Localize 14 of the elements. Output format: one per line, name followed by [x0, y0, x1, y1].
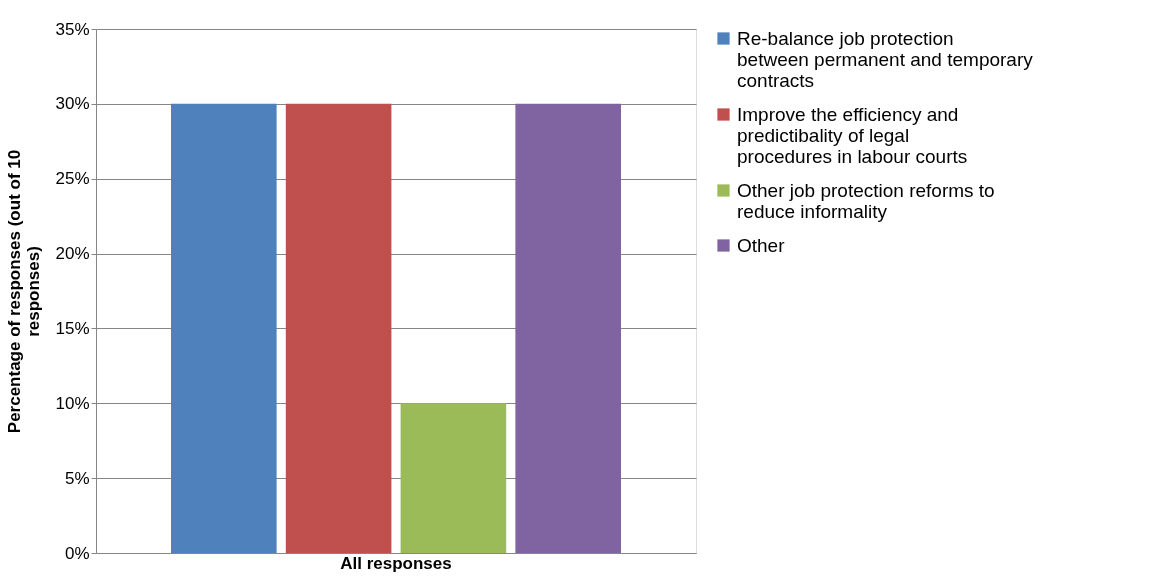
legend-label: Other job protection reforms to reduce informality [737, 179, 995, 222]
y-tick-label: 15% [55, 318, 90, 338]
y-tick-label: 0% [64, 543, 90, 563]
legend-label: Improve the efficiency and predictibality of legal procedures in labour courts [737, 103, 968, 167]
y-tick-label: 25% [55, 169, 90, 189]
y-tick-label: 30% [55, 94, 90, 114]
y-axis-title: Percentage of responses (out of 10 responses) [5, 149, 44, 434]
x-tick-label: All responses [340, 553, 452, 573]
legend-label: Other [737, 234, 786, 256]
y-tick-label: 35% [55, 19, 90, 39]
y-tick-label: 5% [64, 468, 90, 488]
legend-label: Re-balance job protection between permanent and temporary contracts [737, 27, 1034, 91]
y-tick-label: 20% [55, 244, 90, 264]
y-tick-label: 10% [55, 393, 90, 413]
